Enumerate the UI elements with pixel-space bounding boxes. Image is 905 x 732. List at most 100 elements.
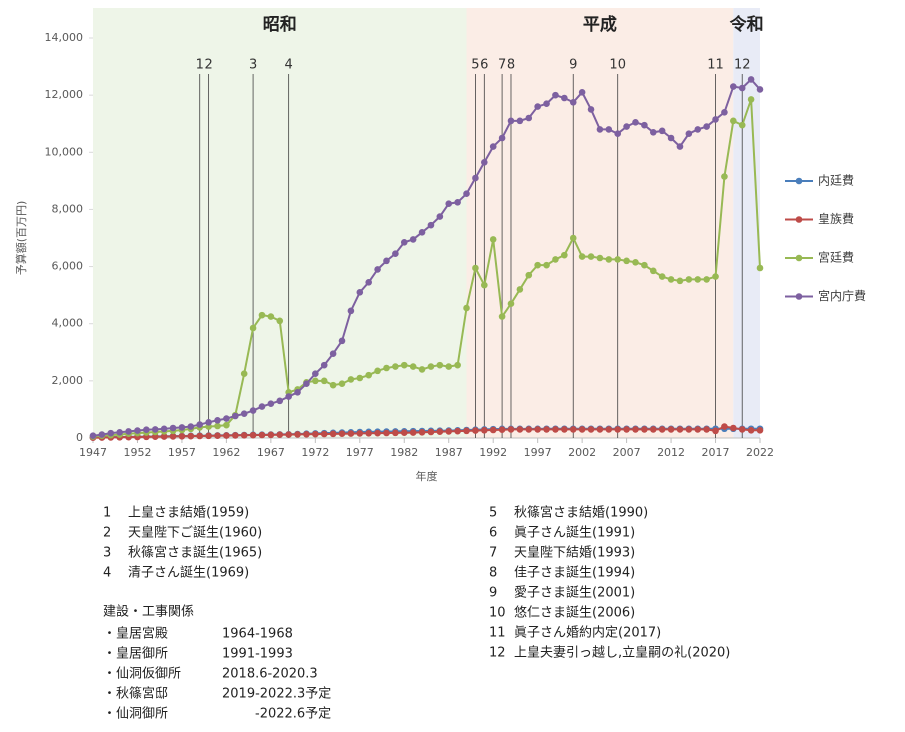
data-point — [569, 426, 577, 433]
data-point — [561, 426, 568, 433]
data-point — [400, 238, 408, 246]
data-point — [498, 313, 506, 320]
data-point — [578, 253, 586, 260]
note-number: 10 — [489, 606, 506, 621]
era-label: 昭和 — [263, 15, 297, 35]
data-point — [267, 431, 275, 439]
data-point — [738, 426, 746, 433]
note-text: 秋篠宮さま結婚(1990) — [514, 505, 648, 521]
y-tick-label: 12,000 — [45, 88, 84, 101]
data-point — [605, 256, 613, 263]
legend-label: 宮内庁費 — [818, 288, 866, 303]
data-point — [383, 364, 390, 372]
data-point — [374, 266, 381, 273]
data-point — [258, 311, 266, 319]
data-point — [623, 257, 630, 265]
x-tick-label: 2017 — [702, 446, 730, 459]
data-point — [125, 428, 132, 435]
y-tick-label: 0 — [76, 431, 83, 444]
data-point — [276, 431, 284, 439]
data-point — [356, 288, 364, 296]
data-point — [649, 267, 657, 275]
data-point — [267, 400, 275, 408]
construction-period: 1991-1993 — [222, 647, 293, 662]
x-tick-label: 1952 — [123, 446, 151, 459]
data-point — [187, 423, 195, 430]
data-point — [543, 261, 550, 269]
data-point — [240, 410, 248, 418]
x-tick-label: 2002 — [568, 446, 596, 459]
data-point — [730, 117, 737, 125]
data-point — [534, 103, 541, 110]
era-label: 令和 — [730, 14, 764, 35]
data-point — [481, 426, 488, 434]
data-point — [329, 381, 337, 389]
data-point — [160, 425, 168, 433]
data-point — [374, 367, 381, 375]
data-point — [712, 427, 719, 435]
data-point — [160, 433, 168, 440]
data-point — [525, 426, 533, 433]
note-number: 5 — [489, 506, 497, 521]
data-point — [205, 418, 212, 426]
data-point — [436, 361, 444, 369]
data-point — [347, 430, 355, 437]
data-point — [552, 91, 559, 99]
event-label: 8 — [507, 58, 515, 73]
data-point — [587, 426, 595, 433]
data-point — [649, 128, 657, 136]
x-tick-label: 1987 — [435, 446, 463, 459]
data-point — [303, 380, 310, 388]
data-point — [667, 426, 675, 433]
data-point — [730, 424, 737, 432]
construction-period: 2019-2022.3予定 — [222, 687, 331, 702]
data-point — [543, 100, 550, 108]
x-tick-label: 1997 — [524, 446, 552, 459]
x-axis-title: 年度 — [416, 469, 438, 483]
data-point — [667, 276, 675, 283]
data-point — [151, 433, 159, 441]
note-text: 清子さん誕生(1969) — [128, 566, 249, 581]
data-point — [427, 221, 435, 229]
data-point — [747, 96, 755, 103]
data-point — [463, 304, 470, 312]
construction-period: 2018.6-2020.3 — [222, 667, 318, 682]
note-number: 9 — [489, 586, 497, 601]
data-point — [605, 126, 613, 133]
note-text: 悠仁さま誕生(2006) — [514, 606, 635, 621]
data-point — [756, 264, 764, 272]
x-tick-label: 2022 — [746, 446, 774, 459]
event-label: 11 — [707, 58, 724, 73]
data-point — [320, 361, 328, 369]
data-point — [481, 158, 488, 166]
note-number: 12 — [489, 646, 506, 661]
data-point — [454, 198, 461, 206]
data-point — [614, 256, 622, 263]
data-point — [223, 415, 230, 422]
data-point — [249, 431, 257, 439]
data-point — [516, 286, 524, 293]
note-number: 11 — [489, 626, 506, 641]
note-text: 上皇さま結婚(1959) — [128, 506, 249, 521]
data-point — [312, 430, 319, 438]
data-point — [658, 127, 666, 135]
data-point — [294, 431, 301, 438]
data-point — [747, 76, 755, 83]
data-point — [578, 426, 586, 433]
data-point — [338, 337, 346, 345]
data-point — [747, 426, 755, 434]
data-point — [383, 257, 390, 265]
data-point — [658, 426, 666, 433]
data-point — [738, 84, 746, 92]
event-label: 10 — [609, 58, 626, 73]
data-point — [569, 98, 577, 106]
data-point — [489, 426, 497, 434]
data-point — [534, 426, 541, 433]
x-tick-label: 2007 — [613, 446, 641, 459]
data-point — [214, 432, 221, 440]
data-point — [258, 431, 266, 439]
data-point — [561, 94, 568, 102]
data-point — [632, 258, 639, 266]
data-point — [534, 261, 541, 269]
data-point — [712, 116, 719, 123]
